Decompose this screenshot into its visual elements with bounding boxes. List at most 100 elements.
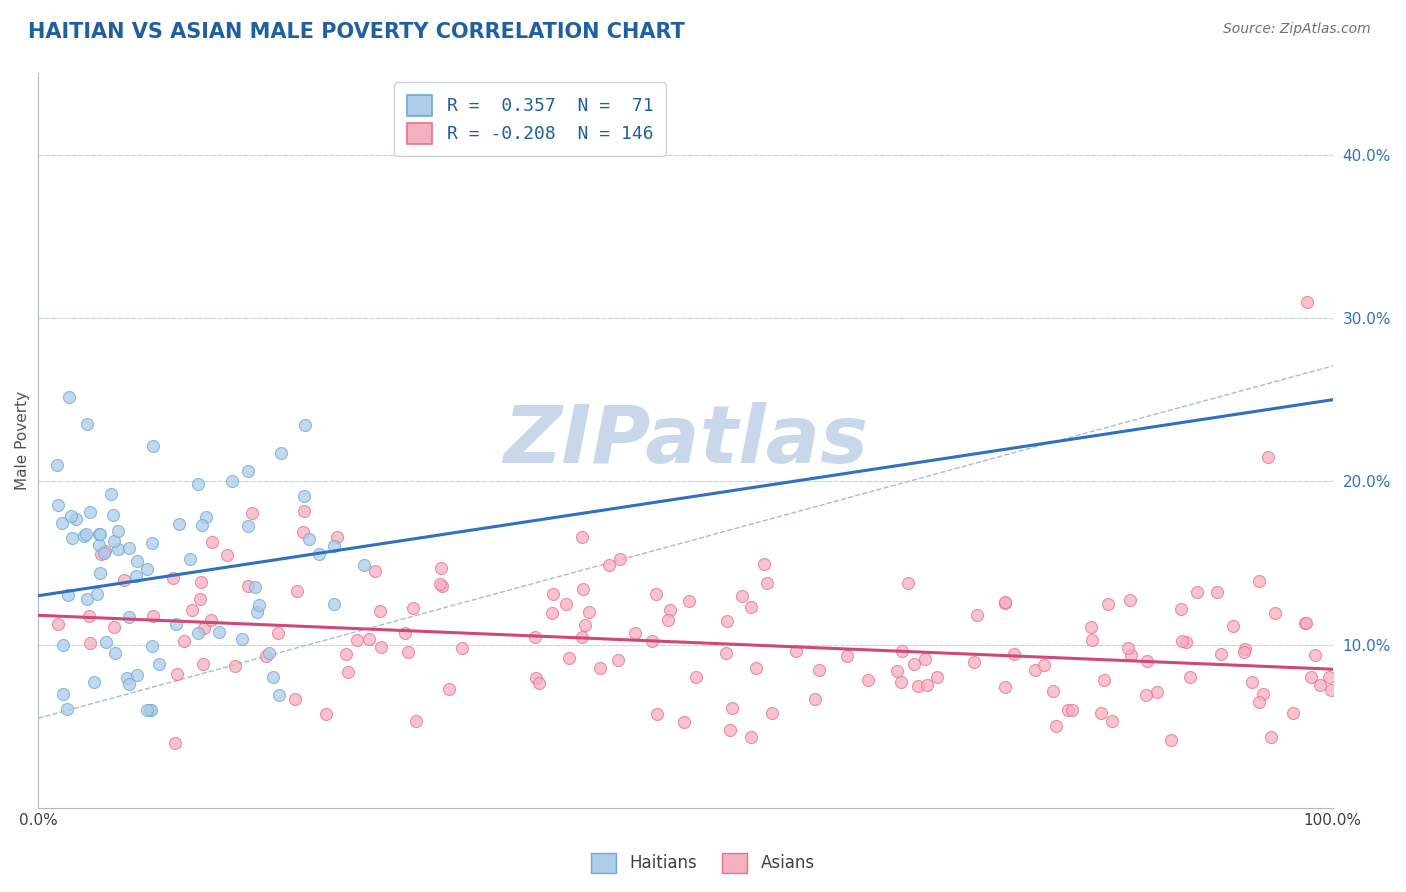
Point xyxy=(1033,657,1056,672)
Point xyxy=(284,691,307,706)
Point xyxy=(571,630,593,644)
Point xyxy=(571,530,593,544)
Point xyxy=(125,667,148,681)
Point xyxy=(1042,684,1064,698)
Point xyxy=(221,474,243,488)
Point xyxy=(755,575,778,590)
Point xyxy=(558,651,581,665)
Point xyxy=(1180,670,1202,684)
Point xyxy=(966,607,988,622)
Point xyxy=(254,649,277,664)
Point xyxy=(1264,606,1286,620)
Point xyxy=(1234,641,1257,656)
Point xyxy=(262,670,284,684)
Point xyxy=(1294,615,1316,630)
Point xyxy=(396,645,419,659)
Point xyxy=(1170,633,1192,648)
Point xyxy=(437,681,460,696)
Point xyxy=(1319,670,1341,684)
Point xyxy=(247,599,270,613)
Point xyxy=(572,582,595,596)
Point xyxy=(1295,615,1317,630)
Point xyxy=(294,490,316,504)
Point xyxy=(716,646,738,660)
Point xyxy=(65,512,87,526)
Point xyxy=(450,640,472,655)
Point xyxy=(45,458,67,472)
Point xyxy=(1002,647,1025,661)
Point xyxy=(807,664,830,678)
Point xyxy=(336,665,359,679)
Point xyxy=(79,506,101,520)
Point xyxy=(76,417,98,432)
Text: Source: ZipAtlas.com: Source: ZipAtlas.com xyxy=(1223,22,1371,37)
Point xyxy=(103,534,125,549)
Point xyxy=(141,536,163,550)
Point xyxy=(246,605,269,619)
Point xyxy=(1206,585,1229,599)
Point xyxy=(1233,645,1256,659)
Point xyxy=(402,600,425,615)
Point xyxy=(46,499,69,513)
Point xyxy=(607,653,630,667)
Point xyxy=(1135,688,1157,702)
Point xyxy=(1024,663,1046,677)
Point xyxy=(731,590,754,604)
Point xyxy=(907,679,929,693)
Point xyxy=(179,552,201,566)
Point xyxy=(127,554,149,568)
Point xyxy=(1309,678,1331,692)
Point xyxy=(1056,703,1078,717)
Point xyxy=(142,439,165,453)
Point xyxy=(1045,719,1067,733)
Point xyxy=(740,600,762,615)
Point xyxy=(89,566,111,580)
Point xyxy=(238,579,260,593)
Point xyxy=(186,477,208,491)
Point xyxy=(94,543,117,558)
Point xyxy=(292,524,315,539)
Point xyxy=(1136,654,1159,668)
Point xyxy=(994,595,1017,609)
Point xyxy=(993,680,1015,694)
Point xyxy=(890,674,912,689)
Point xyxy=(1299,670,1322,684)
Point xyxy=(346,632,368,647)
Point xyxy=(188,591,211,606)
Point xyxy=(886,664,908,678)
Point xyxy=(917,678,939,692)
Point xyxy=(87,526,110,541)
Point xyxy=(193,621,215,635)
Point xyxy=(856,673,879,687)
Point xyxy=(370,640,392,654)
Point xyxy=(1257,450,1279,464)
Point xyxy=(165,736,187,750)
Point xyxy=(208,625,231,640)
Point xyxy=(1319,682,1341,697)
Point xyxy=(142,608,165,623)
Point xyxy=(238,519,260,533)
Point xyxy=(51,516,73,531)
Point xyxy=(1174,634,1197,648)
Point xyxy=(914,652,936,666)
Point xyxy=(166,666,188,681)
Legend: Haitians, Asians: Haitians, Asians xyxy=(585,847,821,880)
Point xyxy=(118,677,141,691)
Point xyxy=(135,562,157,576)
Point xyxy=(191,657,214,671)
Point xyxy=(267,626,290,640)
Point xyxy=(716,615,738,629)
Point xyxy=(76,591,98,606)
Point xyxy=(804,692,827,706)
Point xyxy=(685,670,707,684)
Point xyxy=(609,551,631,566)
Point xyxy=(190,574,212,589)
Point xyxy=(139,703,162,717)
Legend: R =  0.357  N =  71, R = -0.208  N = 146: R = 0.357 N = 71, R = -0.208 N = 146 xyxy=(395,82,666,156)
Point xyxy=(1282,706,1305,720)
Point xyxy=(1170,601,1192,615)
Point xyxy=(588,661,610,675)
Point xyxy=(292,504,315,518)
Point xyxy=(117,541,139,556)
Point xyxy=(1146,685,1168,699)
